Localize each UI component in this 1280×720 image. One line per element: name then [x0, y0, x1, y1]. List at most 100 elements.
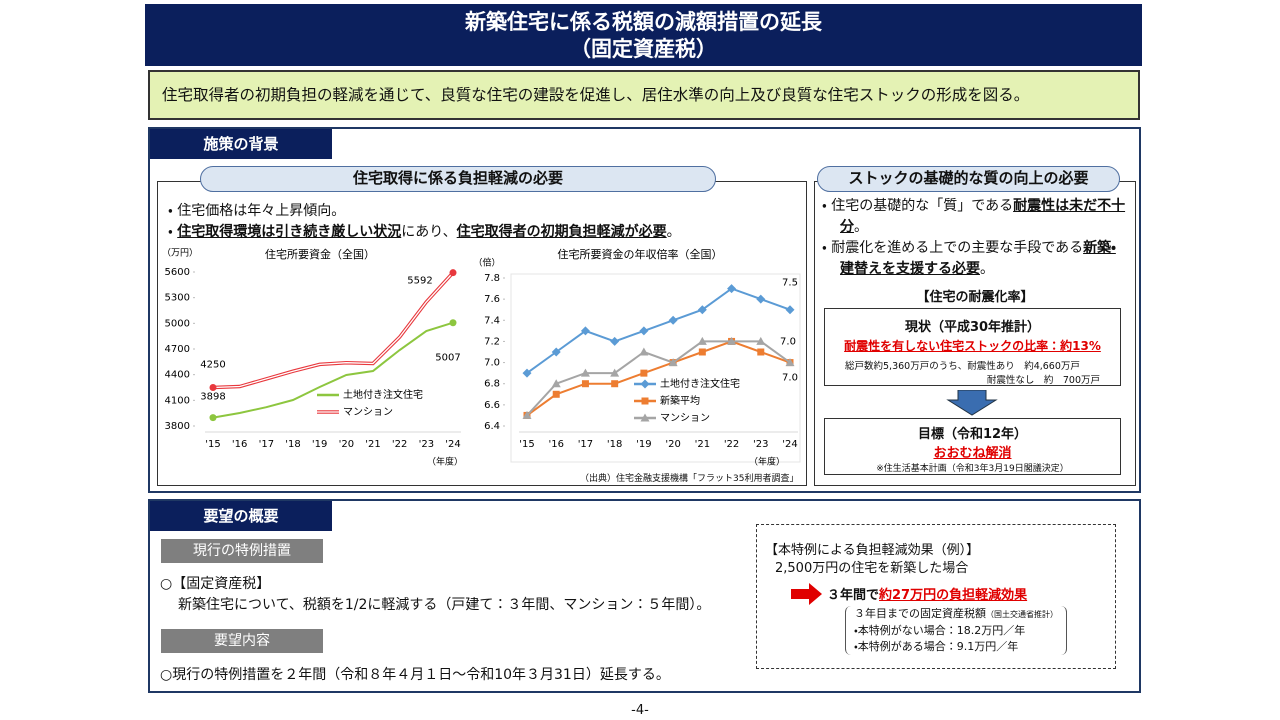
- arrow: [791, 583, 822, 605]
- current-detail: 総戸数約5,360万戸のうち、耐震性あり 約4,660万戸: [845, 361, 1080, 372]
- source: （出典）住宅金融支援機構「フラット35利用者調査」: [580, 474, 799, 484]
- marker: [611, 380, 619, 388]
- x-tick-label: '17: [259, 439, 274, 450]
- series-line-inner: [212, 272, 454, 389]
- text: 耐震性は未だ不十分: [840, 198, 1126, 235]
- chart-title: 住宅所要資金の年収倍率（全国）: [558, 247, 723, 261]
- legend-label: マンション: [660, 413, 710, 424]
- down-arrow: [946, 390, 998, 416]
- x-tick-label: '19: [636, 439, 651, 450]
- x-tick-label: '20: [339, 439, 354, 450]
- x-tick-label: '22: [392, 439, 407, 450]
- marker: [639, 347, 649, 356]
- effect-title: 【本特例による負担軽減効果（例）】: [765, 543, 980, 558]
- label: 現行の特例措置: [161, 539, 323, 563]
- marker: [756, 294, 766, 304]
- series-line: [212, 271, 455, 390]
- x-unit: （年度）: [749, 456, 785, 468]
- purpose: 住宅取得者の初期負担の軽減を通じて、良質な住宅の建設を促進し、居住水準の向上及び…: [148, 70, 1140, 120]
- series-line: [212, 321, 454, 419]
- right-heading: ストックの基礎的な質の向上の必要: [817, 166, 1120, 192]
- x-tick-label: '18: [607, 439, 622, 450]
- current-box: 現状（平成30年推計） 耐震性を有しない住宅ストックの比率：約13% 総戸数約5…: [824, 308, 1121, 386]
- current-highlight: 耐震性を有しない住宅ストックの比率：約13%: [844, 339, 1101, 353]
- marker: [610, 336, 620, 346]
- legend-label: 新築平均: [660, 394, 700, 407]
- x-tick-label: '23: [419, 439, 434, 450]
- x-tick-label: '21: [365, 439, 380, 450]
- marker: [552, 390, 560, 398]
- effect-box: 【本特例による負担軽減効果（例）】 2,500万円の住宅を新築した場合 ３年間で…: [756, 524, 1116, 669]
- chart: 住宅所要資金の年収倍率（全国） （倍） （年度） 6.4 6.6 6.8 7.0 7.2 7.4…: [475, 247, 801, 468]
- series-line: [526, 340, 791, 417]
- marker: [756, 336, 766, 345]
- marker: [785, 358, 795, 367]
- left-heading: 住宅取得に係る負担軽減の必要: [200, 166, 716, 192]
- y-tick-label: 7.2: [484, 336, 500, 347]
- text: 住宅取得環境は引き続き厳しい状況: [177, 224, 402, 240]
- y-tick-label: 5000: [165, 318, 190, 329]
- marker: [668, 358, 678, 367]
- target-title: 目標（令和12年）: [917, 427, 1028, 442]
- current: ○【固定資産税】 新築住宅について、税額を1/2に軽減する（戸建て：３年間、マン…: [160, 574, 710, 616]
- x-tick-label: '15: [519, 439, 534, 450]
- y-unit: （倍）: [475, 257, 501, 269]
- text: 住宅取得者の初期負担軽減が必要: [456, 224, 667, 240]
- data-label: 4250: [200, 360, 225, 371]
- title: 新築住宅に係る税額の減額措置の延長: [465, 10, 822, 34]
- text: ３年目までの固定資産税額: [854, 607, 986, 620]
- x-tick-label: '18: [285, 439, 300, 450]
- y-tick-label: 6.4: [484, 421, 500, 432]
- y-tick-label: 3800: [165, 421, 190, 432]
- subtitle: （固定資産税）: [570, 37, 717, 61]
- header: 新築住宅に係る税額の減額措置の延長 （固定資産税）: [145, 4, 1142, 66]
- text: 住宅の基礎的な「質」である: [831, 198, 1014, 214]
- data-label: 7.0: [780, 337, 796, 348]
- legend-label: 土地付き注文住宅: [343, 388, 423, 401]
- legend-marker: [640, 413, 650, 422]
- text: ３年間で: [827, 588, 880, 603]
- x-tick-label: '16: [548, 439, 563, 450]
- target-box: 目標（令和12年） おおむね解消 ※住生活基本計画（令和3年3月19日閣議決定）: [824, 418, 1121, 475]
- marker: [551, 347, 561, 357]
- text: （国土交通省推計）: [986, 610, 1058, 619]
- marker: [610, 368, 620, 377]
- marker: [727, 284, 737, 294]
- y-tick-label: 6.8: [484, 379, 500, 390]
- chart: 住宅所要資金（全国） （万円） （年度） 3800 4100 4400 4700 5000 53…: [162, 247, 463, 468]
- text: 。: [666, 224, 681, 240]
- y-tick-label: 4700: [165, 344, 190, 355]
- effect-highlight: ３年間で約27万円の負担軽減効果: [827, 584, 1027, 603]
- page-number: -4-: [631, 703, 649, 718]
- bullet: ・ 住宅価格は年々上昇傾向。: [168, 203, 346, 219]
- legend-marker: [640, 379, 650, 389]
- data-label: 7.0: [782, 373, 798, 384]
- x-tick-label: '20: [665, 439, 680, 450]
- marker: [697, 305, 707, 315]
- target-note: ※住生活基本計画（令和3年3月19日閣議決定）: [876, 464, 1069, 474]
- marker: [209, 414, 217, 422]
- breakdown: ３年目までの固定資産税額（国土交通省推計） ・本特例がない場合：18.2万円／年…: [845, 606, 1067, 655]
- left-bullets: ・ 住宅価格は年々上昇傾向。 ・ 住宅取得環境は引き続き厳しい状況にあり、住宅取…: [168, 201, 681, 243]
- background-panel: [148, 127, 1141, 493]
- legend-marker: [641, 397, 649, 405]
- rate-title: 【住宅の耐震化率】: [916, 290, 1034, 305]
- text: にあり、: [401, 224, 457, 240]
- marker: [522, 410, 532, 419]
- y-tick-label: 7.6: [484, 294, 500, 305]
- data-label: 3898: [200, 392, 225, 403]
- label: 要望内容: [161, 629, 323, 653]
- y-tick-label: 7.0: [484, 358, 500, 369]
- data-label: 7.5: [782, 278, 798, 289]
- y-tick-label: 5600: [165, 267, 190, 278]
- x-tick-label: '24: [445, 439, 460, 450]
- marker: [757, 348, 765, 356]
- breakdown-item: ・本特例がある場合：9.1万円／年: [854, 640, 1019, 653]
- legend-label: 土地付き注文住宅: [660, 377, 740, 390]
- y-unit: （万円）: [162, 248, 198, 259]
- plot-frame: [510, 273, 801, 463]
- series-line: [526, 287, 791, 374]
- marker: [449, 319, 457, 327]
- text: 新築・建替えを支援する必要: [840, 240, 1116, 277]
- marker: [640, 369, 648, 377]
